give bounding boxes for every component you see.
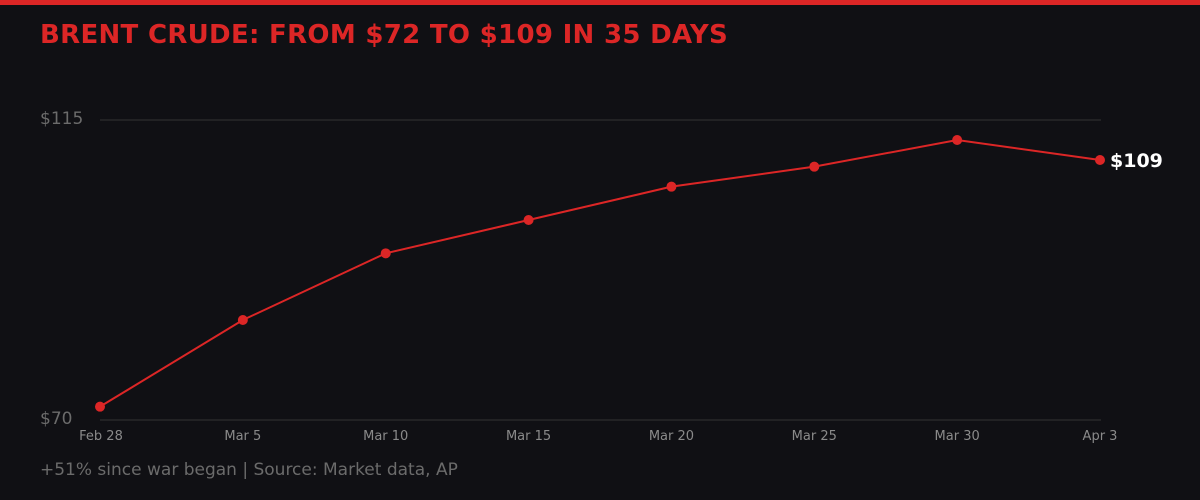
- data-point: [523, 215, 534, 225]
- data-point: [952, 135, 963, 145]
- y-tick-label: $115: [40, 109, 84, 129]
- end-value-label: $109: [1110, 150, 1163, 172]
- data-point: [380, 248, 391, 259]
- x-tick-label: Mar 30: [934, 429, 980, 444]
- x-tick-label: Feb 28: [79, 429, 123, 444]
- x-tick-label: Mar 10: [363, 429, 409, 444]
- data-point: [666, 181, 677, 192]
- x-tick-label: Mar 5: [224, 429, 262, 444]
- chart-title: BRENT CRUDE: FROM $72 TO $109 IN 35 DAYS: [40, 20, 729, 50]
- y-tick-label: $70: [40, 409, 73, 429]
- data-point: [95, 401, 105, 412]
- x-tick-label: Apr 3: [1082, 429, 1118, 444]
- data-point: [809, 161, 820, 172]
- footer-source: +51% since war began | Source: Market da…: [40, 460, 458, 480]
- data-points: [95, 135, 1105, 412]
- top-accent-bar: [0, 0, 1200, 5]
- x-tick-label: Mar 25: [791, 429, 837, 444]
- price-line: [99, 138, 1101, 408]
- gridlines: [100, 119, 1101, 421]
- data-point: [237, 315, 248, 325]
- x-tick-label: Mar 20: [648, 429, 695, 444]
- x-tick-label: Mar 15: [505, 429, 552, 444]
- data-point: [1095, 155, 1105, 165]
